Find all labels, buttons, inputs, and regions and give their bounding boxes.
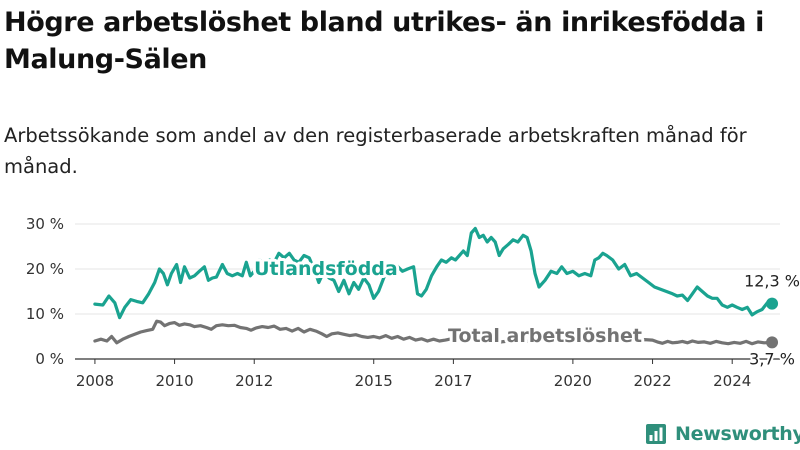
x-tick-label: 2022 [633,372,671,390]
x-tick-label: 2024 [713,372,751,390]
x-tick-label: 2017 [434,372,472,390]
series-line-total [93,319,774,346]
chart-title: Högre arbetslöshet bland utrikes- än inr… [4,7,764,75]
series-name-total: Total arbetslöshet [448,325,642,347]
series-end-point [766,297,779,310]
chart-subtitle: Arbetssökande som andel av den registerb… [4,124,747,178]
x-axis-ticks: 2008 2010 2012 2015 2017 2020 2022 2024 [76,359,751,390]
gridlines [75,223,780,360]
series-end-point [766,336,779,349]
brand-name: Newsworthy [675,423,800,445]
newsworthy-brand: Newsworthy [644,420,800,448]
series-line-utlandsfodda [93,226,774,320]
x-tick-label: 2008 [76,372,114,390]
series-labels: Utlandsfödda Total arbetslöshet 12,3 % 3,7 … [251,255,800,371]
x-tick-label: 2010 [155,372,193,390]
x-tick-label: 2012 [235,372,273,390]
end-value-label-total: 3,7 % [749,349,795,368]
y-tick-label: 0 % [35,350,64,368]
y-tick-label: 10 % [26,305,64,323]
y-axis-ticks: 0 % 10 % 20 % 30 % [26,215,64,368]
x-tick-label: 2020 [554,372,592,390]
y-tick-label: 30 % [26,215,64,233]
end-value-label-utlandsfodda: 12,3 % [744,272,800,291]
x-tick-label: 2015 [355,372,393,390]
bar-chart-logo-icon [646,424,666,444]
series-lines [93,226,779,349]
y-tick-label: 20 % [26,260,64,278]
series-name-utlandsfodda: Utlandsfödda [254,258,398,280]
